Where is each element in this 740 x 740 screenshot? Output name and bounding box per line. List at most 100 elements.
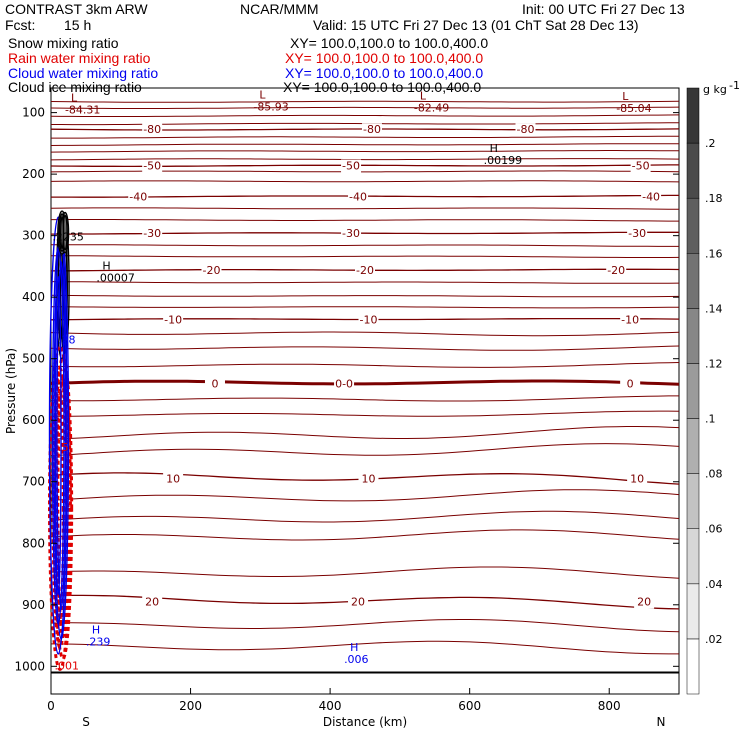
- isotherm-line: [50, 207, 680, 210]
- colorbar-segment: [686, 363, 700, 419]
- colorbar-segment: [686, 583, 700, 640]
- isotherm-line: [50, 395, 679, 402]
- extremum-marker: H: [490, 142, 498, 155]
- isotherm-line-labeled: [50, 379, 680, 386]
- isotherm-line: [51, 244, 679, 247]
- isotherm-line: [50, 640, 679, 655]
- isotherm-label: 10: [166, 473, 180, 486]
- x-tick-label: 0: [47, 699, 55, 713]
- x-end-label-north: N: [657, 715, 666, 729]
- colorbar-segment: [686, 87, 700, 144]
- hydrometeor-contours: [48, 210, 74, 671]
- y-tick-label: 800: [22, 536, 45, 550]
- extremum-value: -84.31: [65, 103, 100, 116]
- colorbar-unit: g kg: [703, 83, 727, 96]
- extremum-marker: H: [102, 259, 110, 272]
- plot-area-frame: [50, 87, 680, 695]
- isotherm-line: [50, 331, 680, 337]
- isotherm-line: [50, 150, 679, 153]
- colorbar-segment: [686, 638, 700, 695]
- extremum-marker: L: [622, 90, 629, 103]
- model-title: CONTRAST 3km ARW: [5, 1, 148, 17]
- isotherm-label: 10: [630, 473, 644, 486]
- valid-time: Valid: 15 UTC Fri 27 Dec 13 (01 ChT Sat …: [313, 17, 639, 33]
- extremum-value: .00199: [484, 154, 522, 167]
- extremum-value: -85.93: [253, 100, 288, 113]
- colorbar-segment: [686, 197, 700, 254]
- contour-value-label: .5: [58, 441, 69, 454]
- legend-cloud-water-xy: XY= 100.0,100.0 to 100.0,400.0: [285, 65, 484, 81]
- x-axis-title: Distance (km): [323, 715, 407, 729]
- isotherm-label-bg: [627, 472, 648, 486]
- isotherm-line: [50, 294, 680, 298]
- isotherm-label: 0: [211, 377, 218, 390]
- isotherm-line: [50, 410, 680, 417]
- isotherm-label-bg: [341, 227, 362, 241]
- colorbar-tick-label: .2: [705, 137, 716, 150]
- isotherm-line: [50, 281, 680, 284]
- isotherm-label: -40: [129, 190, 147, 203]
- isotherm-line: [50, 255, 680, 258]
- isotherm-label: -10: [164, 313, 182, 326]
- isotherm-line: [50, 180, 680, 183]
- colorbar-tick-label: .18: [705, 192, 723, 205]
- x-tick-label: 800: [598, 699, 621, 713]
- isotherm-label-bg: [163, 313, 184, 327]
- isotherm-label-bg: [348, 190, 369, 204]
- extremum-value: -85.04: [616, 102, 651, 115]
- extremum-marker: L: [420, 90, 427, 103]
- isotherm-label-bg: [620, 313, 641, 327]
- legend-cloud-water-name: Cloud water mixing ratio: [8, 65, 159, 81]
- isotherm-label-bg: [355, 264, 375, 278]
- extremum-marker: H: [92, 624, 100, 637]
- isotherm-line: [51, 219, 679, 222]
- hydrometeor-contour: [56, 261, 67, 611]
- isotherm-label: -20: [203, 264, 221, 277]
- contour-value-label: .2235: [52, 231, 83, 244]
- y-axis-title: Pressure (hPa): [4, 348, 18, 434]
- isotherm-label-bg: [142, 123, 163, 137]
- isotherm-label: -20: [356, 264, 374, 277]
- isotherm-label-bg: [627, 227, 648, 241]
- isotherm-line: [50, 443, 680, 457]
- isotherm-label: 20: [637, 596, 651, 609]
- isotherm-label: -40: [642, 190, 660, 203]
- isotherm-label-bg: [204, 377, 225, 391]
- isotherm-label-bg: [515, 123, 536, 137]
- isotherm-label-bg: [634, 595, 655, 609]
- isotherm-label: -10: [360, 313, 378, 326]
- isotherm-label-bg: [348, 595, 369, 609]
- hydrometeor-contour: [48, 216, 68, 655]
- isotherm-label: -30: [143, 227, 161, 240]
- colorbar-tick-label: .06: [705, 523, 723, 536]
- y-tick-label: 500: [22, 352, 45, 366]
- isotherm-line: [50, 345, 680, 351]
- isotherm-label: -30: [342, 227, 360, 240]
- colorbar: .02 .04 .06 .08 .1 .12 .14 .16 .18 .2 g kg -1: [686, 79, 740, 695]
- colorbar-tick-label: .12: [705, 357, 723, 370]
- colorbar-segment: [686, 142, 700, 199]
- isotherm-label-bg: [606, 264, 627, 278]
- isotherm-label-bg: [358, 313, 379, 327]
- isotherm-label-bg: [361, 123, 382, 137]
- legend-rain-name: Rain water mixing ratio: [8, 50, 151, 66]
- isotherm-label: -20: [607, 264, 625, 277]
- isotherm-line: [50, 100, 680, 103]
- isotherm-line: [50, 362, 680, 368]
- isotherm-label: 0: [627, 377, 634, 390]
- colorbar-unit-exponent: -1: [729, 79, 740, 92]
- colorbar-tick-label: .04: [705, 578, 723, 591]
- isotherm-label: -40: [349, 190, 367, 203]
- isotherm-line: [50, 426, 680, 440]
- isotherm-label-bg: [334, 377, 355, 391]
- hydrometeor-contour: [54, 275, 62, 596]
- isotherm-label: -50: [342, 160, 360, 173]
- y-tick-label: 400: [22, 290, 45, 304]
- isotherm-line: [50, 510, 680, 523]
- colorbar-segment: [686, 253, 700, 309]
- extremum-value: -82.49: [414, 102, 449, 115]
- agency-label: NCAR/MMM: [240, 1, 319, 17]
- isotherm-label-bg: [163, 472, 184, 486]
- isotherm-line: [50, 306, 680, 309]
